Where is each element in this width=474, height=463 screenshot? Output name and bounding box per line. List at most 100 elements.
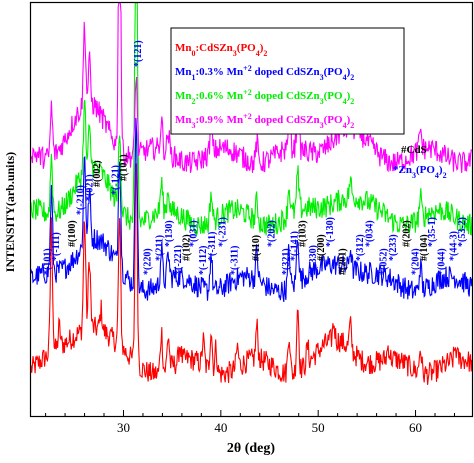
peak-label: *(204) bbox=[411, 248, 422, 275]
peak-label: *(044) bbox=[437, 248, 448, 275]
legend-entry-part: :0.6% Mn bbox=[196, 90, 244, 102]
peak-label: *(35-1) bbox=[427, 217, 438, 247]
peak-label: *(233) bbox=[388, 234, 399, 261]
peak-label: *(211) bbox=[154, 235, 165, 261]
legend-entry-part: ) bbox=[260, 42, 264, 54]
peak-label: *(130) bbox=[164, 220, 175, 247]
marker-legend-entry-part: 2 bbox=[443, 171, 447, 180]
legend-entry-part: 2 bbox=[263, 49, 267, 58]
axes: 30 40 50 60 bbox=[45, 410, 455, 435]
legend-box bbox=[170, 27, 405, 135]
legend-entry-part: 2 bbox=[350, 121, 354, 130]
peak-label: *(031) bbox=[189, 220, 200, 247]
legend-entry-0: Mn0:CdSZn3(PO4)2 bbox=[175, 42, 267, 58]
peak-label: *(-121) bbox=[111, 165, 122, 195]
series-line-0 bbox=[30, 163, 473, 385]
marker-legend-entry-part: *Zn bbox=[393, 164, 412, 176]
legend-entry-part: 4 bbox=[343, 73, 347, 82]
peak-label: *(-330) bbox=[308, 245, 319, 275]
peak-label: *(-210) bbox=[76, 185, 87, 215]
peak-label: *(-221) bbox=[173, 245, 184, 275]
peak-label: *(-311) bbox=[207, 232, 218, 261]
peak-label: *(101) bbox=[43, 248, 54, 275]
peak-label: #(104) bbox=[419, 234, 430, 261]
legend-entry-part: 1 bbox=[192, 73, 196, 82]
marker-legend-entry-0: #CdS bbox=[401, 144, 427, 156]
legend-entry-part: ) bbox=[347, 66, 351, 78]
series-line-1 bbox=[30, 117, 473, 302]
legend-entry-part: ) bbox=[347, 90, 351, 102]
diffraction-traces bbox=[30, 2, 473, 385]
legend-entry-part: ) bbox=[347, 114, 351, 126]
legend-entry-part: +2 bbox=[243, 88, 252, 97]
legend-entry-part: 2 bbox=[192, 97, 196, 106]
legend-entry-part: (PO bbox=[324, 90, 343, 102]
legend-entry-part: doped CdSZn bbox=[252, 90, 320, 102]
legend-entry-part: :CdSZn bbox=[196, 42, 233, 54]
peak-label: *(-231) bbox=[218, 217, 229, 247]
peak-label: *(021) bbox=[84, 174, 95, 201]
x-tick-label: 50 bbox=[312, 420, 325, 435]
legend-entry-2: Mn2:0.6% Mn+2 doped CdSZn3(PO4)2 bbox=[175, 88, 354, 106]
peak-label: #(202) bbox=[402, 220, 413, 247]
legend-entry-part: 3 bbox=[192, 121, 196, 130]
marker-legend-entry-part: ) bbox=[439, 164, 443, 176]
peak-label: *(220) bbox=[143, 248, 154, 275]
legend-entry-3: Mn3:0.9% Mn+2 doped CdSZn3(PO4)2 bbox=[175, 112, 354, 130]
legend-entry-part: 2 bbox=[350, 73, 354, 82]
peak-label: *(-311) bbox=[229, 246, 240, 275]
peak-label: #(100) bbox=[67, 220, 78, 247]
x-tick-label: 60 bbox=[409, 420, 422, 435]
legend-entry-part: 4 bbox=[343, 121, 347, 130]
legend-entry-part: Mn bbox=[175, 90, 192, 102]
marker-legend-entry-1: *Zn3(PO4)2 bbox=[393, 164, 447, 180]
legend-entry-part: 3 bbox=[320, 73, 324, 82]
legend-entry-part: 3 bbox=[320, 121, 324, 130]
legend-entry-part: (PO bbox=[324, 114, 343, 126]
marker-legend: #CdS *Zn3(PO4)2 bbox=[393, 144, 447, 180]
series-line-3 bbox=[30, 2, 473, 174]
legend-entry-part: Mn bbox=[175, 114, 192, 126]
peak-label: *(321) bbox=[281, 248, 292, 275]
peak-label: *(121) bbox=[133, 40, 144, 67]
legend-entry-part: 4 bbox=[256, 49, 260, 58]
peak-label: *(312) bbox=[355, 234, 366, 261]
peak-label: *(44-3) bbox=[448, 231, 459, 261]
plot-frame bbox=[29, 1, 474, 418]
peak-label: *(034) bbox=[365, 220, 376, 247]
peak-label: #(102) bbox=[182, 234, 193, 261]
marker-legend-entry-part: #CdS bbox=[401, 144, 427, 156]
peak-label: #(002) bbox=[92, 160, 103, 187]
legend-entry-part: (PO bbox=[324, 66, 343, 78]
marker-legend-entry-part: (PO bbox=[416, 164, 435, 176]
peak-label: #(110) bbox=[251, 235, 262, 261]
peak-label: *(53-2) bbox=[457, 217, 468, 247]
peak-label: *(-111) bbox=[51, 232, 62, 261]
legend-entry-part: Mn bbox=[175, 42, 192, 54]
peak-label: *(202) bbox=[266, 220, 277, 247]
peak-label: *(-141) bbox=[290, 231, 301, 261]
peak-label: #(201) bbox=[337, 248, 348, 275]
legend-entry-part: doped CdSZn bbox=[252, 114, 320, 126]
x-tick-label: 40 bbox=[214, 420, 227, 435]
legend-entry-part: Mn bbox=[175, 66, 192, 78]
peak-label: #(200) bbox=[316, 234, 327, 261]
legend-entry-part: 3 bbox=[233, 49, 237, 58]
legend-entry-part: 3 bbox=[320, 97, 324, 106]
x-tick-label: 30 bbox=[117, 420, 130, 435]
legend-entry-part: 4 bbox=[343, 97, 347, 106]
y-axis-label: INTENSITY(arb.units) bbox=[3, 152, 17, 272]
legend-entry-part: 0 bbox=[192, 49, 196, 58]
marker-legend-entry-part: 4 bbox=[435, 171, 439, 180]
peak-label: *(052) bbox=[378, 248, 389, 275]
legend-entry-part: :0.9% Mn bbox=[196, 114, 244, 126]
legend-entry-part: (PO bbox=[237, 42, 256, 54]
peak-label: *(-112) bbox=[198, 246, 209, 275]
marker-legend-entry-part: 3 bbox=[412, 171, 416, 180]
legend-entry-1: Mn1:0.3% Mn+2 doped CdSZn3(PO4)2 bbox=[175, 64, 354, 82]
legend-entry-part: +2 bbox=[243, 112, 252, 121]
legend-entry-part: doped CdSZn bbox=[252, 66, 320, 78]
legend-entry-part: +2 bbox=[243, 64, 252, 73]
